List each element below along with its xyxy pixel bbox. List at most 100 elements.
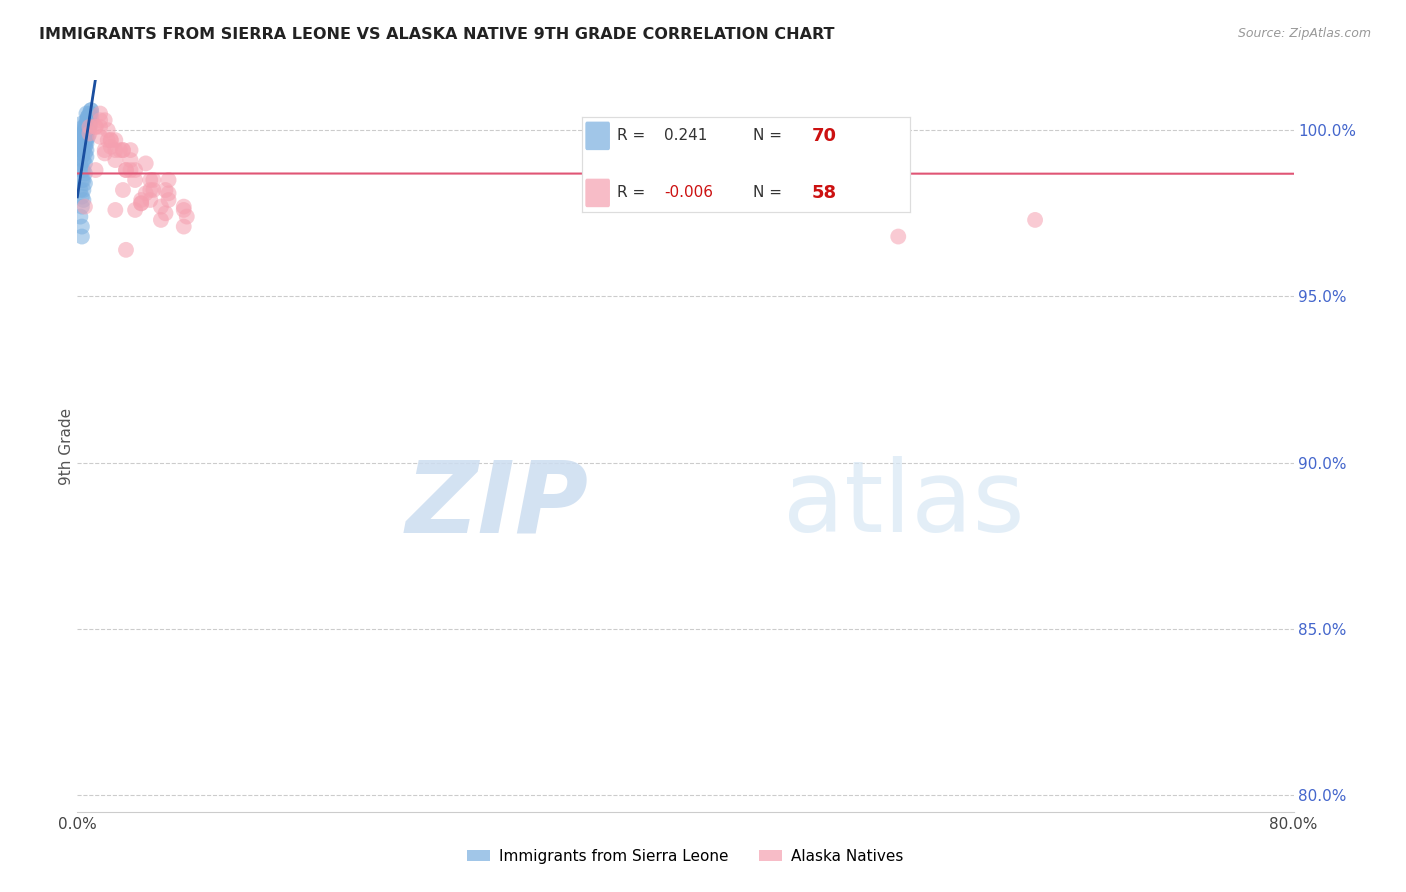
- Point: [75, 113, 97, 128]
- Point: [100, 140, 122, 154]
- Point: [115, 163, 138, 178]
- Point: [77, 110, 100, 124]
- Point: [77, 113, 100, 128]
- Point: [70, 200, 93, 214]
- Point: [93, 113, 115, 128]
- Point: [97, 123, 120, 137]
- Point: [70, 163, 93, 178]
- Point: [120, 163, 142, 178]
- Point: [73, 177, 96, 191]
- Point: [115, 163, 138, 178]
- Point: [129, 196, 152, 211]
- Point: [176, 210, 198, 224]
- Point: [79, 106, 101, 120]
- Point: [73, 200, 96, 214]
- Point: [124, 202, 146, 217]
- Legend: Immigrants from Sierra Leone, Alaska Natives: Immigrants from Sierra Leone, Alaska Nat…: [461, 843, 910, 870]
- Point: [93, 143, 115, 157]
- Point: [80, 106, 103, 120]
- Point: [155, 206, 177, 220]
- Point: [72, 153, 94, 167]
- Point: [70, 229, 93, 244]
- Point: [75, 150, 97, 164]
- Point: [73, 123, 96, 137]
- Point: [73, 127, 96, 141]
- Point: [97, 133, 120, 147]
- Point: [70, 173, 93, 187]
- Point: [75, 106, 97, 120]
- Point: [100, 133, 122, 147]
- Point: [70, 143, 93, 157]
- Point: [173, 219, 195, 234]
- Point: [70, 189, 93, 203]
- Point: [72, 136, 94, 151]
- Point: [80, 110, 103, 124]
- Point: [73, 136, 96, 151]
- Point: [69, 156, 91, 170]
- Point: [173, 202, 195, 217]
- Point: [77, 116, 100, 130]
- Point: [77, 110, 100, 124]
- Point: [104, 202, 127, 217]
- Point: [72, 133, 94, 147]
- Point: [135, 186, 157, 201]
- Point: [135, 156, 157, 170]
- Point: [100, 133, 122, 147]
- Point: [139, 183, 162, 197]
- Point: [149, 213, 172, 227]
- Point: [149, 200, 172, 214]
- Point: [72, 143, 94, 157]
- Point: [77, 129, 100, 144]
- Point: [111, 143, 134, 157]
- Point: [69, 129, 91, 144]
- Point: [139, 193, 162, 207]
- Point: [157, 193, 180, 207]
- Point: [73, 166, 96, 180]
- Point: [72, 173, 94, 187]
- Point: [124, 163, 146, 178]
- Point: [70, 219, 93, 234]
- Point: [84, 120, 107, 134]
- Point: [72, 127, 94, 141]
- Point: [108, 143, 131, 157]
- Point: [79, 127, 101, 141]
- Point: [75, 129, 97, 144]
- Point: [75, 116, 97, 130]
- Point: [73, 133, 96, 147]
- Point: [79, 110, 101, 124]
- Point: [75, 127, 97, 141]
- Point: [1024, 213, 1046, 227]
- Point: [69, 183, 91, 197]
- Text: Source: ZipAtlas.com: Source: ZipAtlas.com: [1237, 27, 1371, 40]
- Point: [142, 173, 165, 187]
- Point: [84, 120, 107, 134]
- Point: [79, 113, 101, 128]
- Text: ZIP: ZIP: [405, 456, 588, 553]
- Point: [77, 123, 100, 137]
- Point: [80, 113, 103, 128]
- Point: [120, 153, 142, 167]
- Point: [142, 183, 165, 197]
- Point: [77, 120, 100, 134]
- Point: [129, 196, 152, 211]
- Point: [104, 153, 127, 167]
- Point: [124, 173, 146, 187]
- Point: [72, 120, 94, 134]
- Point: [157, 173, 180, 187]
- Point: [115, 243, 138, 257]
- Point: [72, 163, 94, 178]
- Point: [89, 113, 111, 128]
- Point: [73, 127, 96, 141]
- Point: [79, 113, 101, 128]
- Point: [69, 210, 91, 224]
- Point: [89, 120, 111, 134]
- Point: [80, 103, 103, 118]
- Text: atlas: atlas: [783, 456, 1025, 553]
- Point: [155, 183, 177, 197]
- Point: [72, 183, 94, 197]
- Point: [89, 106, 111, 120]
- Point: [104, 133, 127, 147]
- Point: [70, 146, 93, 161]
- Point: [70, 136, 93, 151]
- Point: [70, 150, 93, 164]
